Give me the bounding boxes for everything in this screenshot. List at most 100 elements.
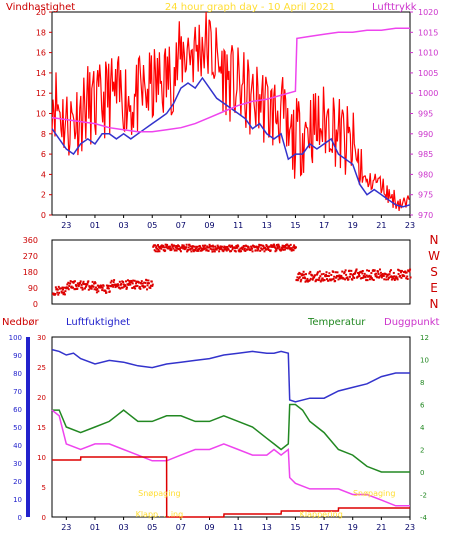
direction-point bbox=[408, 270, 411, 273]
direction-point bbox=[203, 247, 206, 250]
direction-point bbox=[231, 248, 234, 251]
y-tick-label-pressure: 980 bbox=[418, 170, 433, 179]
direction-point bbox=[290, 247, 293, 250]
x-tick-label-wind: 07 bbox=[176, 221, 186, 230]
direction-point bbox=[187, 248, 190, 251]
direction-point bbox=[299, 272, 302, 275]
direction-point bbox=[289, 248, 292, 251]
direction-point bbox=[325, 271, 328, 274]
direction-point bbox=[146, 288, 149, 291]
x-tick-label-wind: 05 bbox=[147, 221, 157, 230]
direction-point bbox=[275, 249, 278, 252]
direction-point bbox=[263, 250, 266, 253]
direction-point bbox=[125, 280, 128, 283]
y-tick-label-wind: 10 bbox=[36, 110, 46, 119]
direction-point bbox=[67, 281, 70, 284]
direction-point bbox=[74, 288, 77, 291]
direction-point bbox=[292, 249, 295, 252]
direction-point bbox=[299, 280, 302, 283]
direction-point bbox=[306, 277, 309, 280]
direction-point bbox=[61, 286, 64, 289]
direction-point bbox=[212, 248, 215, 251]
direction-point bbox=[79, 280, 82, 283]
direction-point bbox=[238, 248, 241, 251]
direction-point bbox=[194, 249, 197, 252]
direction-point bbox=[388, 276, 391, 279]
direction-point bbox=[155, 245, 158, 248]
direction-point bbox=[133, 285, 136, 288]
direction-point bbox=[243, 247, 246, 250]
direction-point bbox=[370, 277, 373, 280]
series-wind-gust bbox=[51, 11, 410, 212]
direction-point bbox=[293, 244, 296, 247]
y-tick-label-precip: 15 bbox=[37, 424, 46, 432]
direction-point bbox=[139, 287, 142, 290]
direction-point bbox=[126, 279, 129, 282]
direction-point bbox=[220, 246, 223, 249]
direction-point bbox=[272, 245, 275, 248]
y-tick-label-precip: 20 bbox=[37, 394, 46, 402]
y-tick-label-direction: 270 bbox=[23, 252, 38, 261]
direction-point bbox=[314, 274, 317, 277]
direction-point bbox=[388, 270, 391, 273]
y-tick-label-precip: 0 bbox=[42, 514, 46, 522]
direction-point bbox=[72, 281, 75, 284]
direction-point bbox=[313, 275, 316, 278]
series-pressure bbox=[51, 27, 410, 133]
direction-point bbox=[130, 279, 133, 282]
direction-point bbox=[309, 277, 312, 280]
direction-point bbox=[327, 275, 330, 278]
direction-point bbox=[93, 288, 96, 291]
direction-point bbox=[61, 291, 64, 294]
x-tick-label-humidity: 05 bbox=[147, 523, 157, 532]
direction-point bbox=[221, 249, 224, 252]
y-tick-label-humidity: 30 bbox=[13, 460, 22, 468]
direction-point bbox=[375, 275, 378, 278]
direction-point bbox=[315, 278, 318, 281]
y-tick-label-precip: 10 bbox=[37, 454, 46, 462]
direction-point bbox=[145, 279, 148, 282]
direction-point bbox=[151, 284, 154, 287]
direction-point bbox=[409, 276, 412, 279]
direction-point bbox=[379, 271, 382, 274]
direction-point bbox=[346, 276, 349, 279]
direction-point bbox=[189, 247, 192, 250]
direction-point bbox=[256, 249, 259, 252]
direction-point bbox=[236, 246, 239, 249]
direction-point bbox=[264, 247, 267, 250]
direction-point bbox=[391, 275, 394, 278]
direction-point bbox=[150, 280, 153, 283]
direction-point bbox=[361, 269, 364, 272]
direction-point bbox=[366, 279, 369, 282]
direction-point bbox=[167, 247, 170, 250]
direction-point bbox=[286, 247, 289, 250]
direction-point bbox=[201, 247, 204, 250]
direction-point bbox=[318, 270, 321, 273]
direction-point bbox=[158, 250, 161, 253]
direction-point bbox=[174, 249, 177, 252]
direction-point bbox=[134, 287, 137, 290]
x-tick-label-humidity: 01 bbox=[90, 523, 100, 532]
direction-point bbox=[208, 243, 211, 246]
direction-point bbox=[241, 246, 244, 249]
direction-point bbox=[368, 274, 371, 277]
direction-point bbox=[396, 278, 399, 281]
direction-point bbox=[251, 250, 254, 253]
direction-point bbox=[127, 282, 130, 285]
direction-point bbox=[189, 245, 192, 248]
direction-point bbox=[222, 250, 225, 253]
direction-point bbox=[169, 247, 172, 250]
direction-point bbox=[204, 247, 207, 250]
direction-point bbox=[332, 277, 335, 280]
direction-point bbox=[241, 248, 244, 251]
direction-point bbox=[147, 282, 150, 285]
direction-point bbox=[196, 249, 199, 252]
direction-segment bbox=[295, 270, 340, 283]
direction-point bbox=[65, 287, 68, 290]
y-tick-label-temp: -4 bbox=[420, 514, 428, 522]
y-tick-label-wind: 8 bbox=[41, 130, 46, 139]
direction-point bbox=[79, 282, 82, 285]
direction-point bbox=[400, 269, 403, 272]
direction-point bbox=[163, 246, 166, 249]
direction-segment bbox=[338, 268, 412, 282]
